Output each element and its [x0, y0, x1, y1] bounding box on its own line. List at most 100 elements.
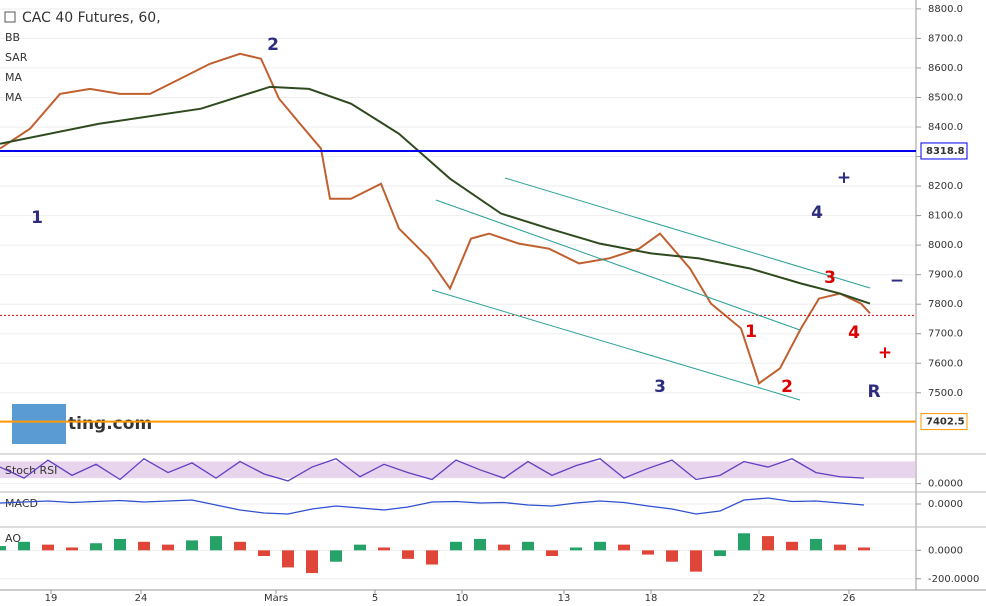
y-tick-label: 0.0000	[928, 545, 963, 556]
series-line	[0, 497, 865, 515]
x-tick-label: 22	[753, 593, 766, 604]
histogram-bar	[138, 541, 150, 551]
histogram-bar	[858, 547, 870, 551]
logo: ting.com	[68, 414, 152, 434]
wave-label: −	[890, 271, 904, 291]
histogram-bar	[474, 538, 486, 551]
histogram-bar	[354, 544, 366, 551]
histogram-bar	[378, 547, 390, 551]
histogram-bar	[738, 533, 750, 551]
wave-label: 4	[811, 203, 823, 223]
x-tick-label: 10	[456, 593, 469, 604]
histogram-bar	[522, 541, 534, 551]
trend-channel	[435, 199, 801, 331]
y-tick-label: 7500.0	[928, 388, 963, 399]
collapse-icon[interactable]	[4, 11, 16, 23]
x-tick-label: 26	[843, 593, 856, 604]
y-tick-label: 8400.0	[928, 122, 963, 133]
y-tick-label: 8600.0	[928, 63, 963, 74]
histogram-bar	[330, 550, 342, 562]
wave-label: 1	[745, 322, 757, 342]
wave-label: 1	[31, 208, 43, 228]
level-label-box	[920, 142, 968, 160]
histogram-bar	[546, 550, 558, 557]
histogram-bar	[714, 550, 726, 557]
histogram-bar	[762, 536, 774, 551]
y-tick-label: 8200.0	[928, 181, 963, 192]
y-tick-label: 7900.0	[928, 270, 963, 281]
indicator-label: MA	[5, 71, 22, 84]
histogram-bar	[402, 550, 414, 559]
histogram-bar	[570, 547, 582, 551]
series-line	[0, 85, 871, 305]
wave-label: R	[867, 382, 880, 402]
histogram-bar	[306, 550, 318, 574]
wave-label: +	[878, 343, 892, 363]
histogram-bar	[42, 544, 54, 551]
y-tick-label: 7600.0	[928, 358, 963, 369]
logo-icon	[12, 404, 66, 444]
wave-label: 2	[267, 35, 279, 55]
histogram-bar	[690, 550, 702, 572]
y-tick-label: 8500.0	[928, 92, 963, 103]
chart-title: CAC 40 Futures, 60,	[22, 10, 161, 26]
y-tick-label: 8800.0	[928, 4, 963, 15]
histogram-bar	[834, 544, 846, 551]
y-tick-label: 8700.0	[928, 33, 963, 44]
histogram-bar	[186, 540, 198, 551]
histogram-bar	[282, 550, 294, 568]
wave-label: 3	[654, 377, 666, 397]
histogram-bar	[498, 544, 510, 551]
indicator-label: AO	[5, 532, 21, 545]
histogram-bar	[162, 544, 174, 551]
histogram-bar	[18, 541, 30, 551]
x-tick-label: 13	[558, 593, 571, 604]
level-label-box	[920, 413, 968, 431]
y-tick-label: 0.0000	[928, 499, 963, 510]
series-line	[0, 52, 871, 385]
histogram-bar	[210, 536, 222, 551]
x-tick-label: 24	[135, 593, 148, 604]
histogram-bar	[90, 543, 102, 551]
indicator-label: MA	[5, 91, 22, 104]
wave-label: +	[837, 168, 851, 188]
y-tick-label: 7700.0	[928, 329, 963, 340]
x-tick-label: Mars	[264, 593, 288, 604]
histogram-bar	[594, 541, 606, 551]
histogram-bar	[426, 550, 438, 565]
wave-label: 3	[824, 268, 836, 288]
histogram-bar	[0, 546, 6, 551]
x-tick-label: 18	[645, 593, 658, 604]
histogram-bar	[114, 538, 126, 551]
series-line	[0, 457, 865, 482]
y-tick-label: 8000.0	[928, 240, 963, 251]
histogram-bar	[666, 550, 678, 562]
y-tick-label: 7800.0	[928, 299, 963, 310]
histogram-bar	[258, 550, 270, 557]
trend-channel	[431, 289, 801, 401]
y-tick-label: 0.0000	[928, 479, 963, 490]
indicator-label: SAR	[5, 51, 28, 64]
wave-label: 2	[781, 377, 793, 397]
y-tick-label: -200.0000	[928, 574, 979, 585]
histogram-bar	[786, 541, 798, 551]
histogram-bar	[450, 541, 462, 551]
indicator-label: MACD	[5, 497, 38, 510]
histogram-bar	[66, 547, 78, 551]
y-tick-label: 8100.0	[928, 211, 963, 222]
level-label: 7402.5	[926, 417, 965, 428]
indicator-label: Stoch RSI	[5, 464, 57, 477]
level-label: 8318.8	[926, 146, 965, 157]
x-tick-label: 5	[372, 593, 378, 604]
stoch-band	[0, 461, 915, 479]
histogram-bar	[618, 544, 630, 551]
indicator-label: BB	[5, 31, 20, 44]
x-tick-label: 19	[45, 593, 58, 604]
wave-label: 4	[848, 323, 860, 343]
trend-channel	[504, 177, 871, 289]
histogram-bar	[810, 538, 822, 551]
histogram-bar	[642, 550, 654, 555]
histogram-bar	[234, 541, 246, 551]
